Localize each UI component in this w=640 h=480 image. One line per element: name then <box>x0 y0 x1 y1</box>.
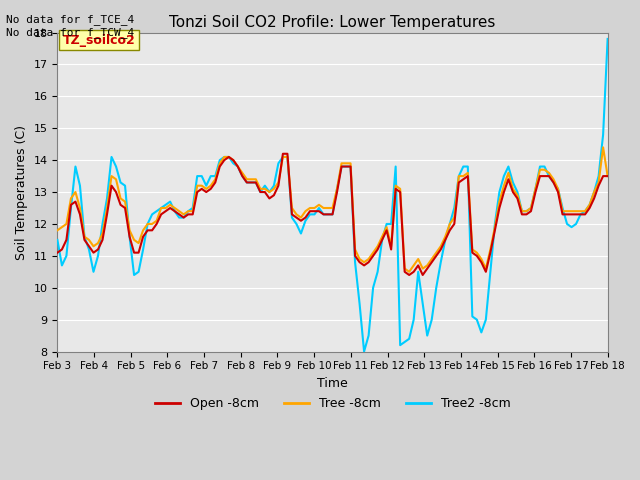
Text: No data for f_TCE_4
No data for f_TCW_4: No data for f_TCE_4 No data for f_TCW_4 <box>6 14 134 38</box>
X-axis label: Time: Time <box>317 377 348 390</box>
Y-axis label: Soil Temperatures (C): Soil Temperatures (C) <box>15 124 28 260</box>
Title: Tonzi Soil CO2 Profile: Lower Temperatures: Tonzi Soil CO2 Profile: Lower Temperatur… <box>170 15 496 30</box>
Text: TZ_soilco2: TZ_soilco2 <box>63 34 136 47</box>
Legend: Open -8cm, Tree -8cm, Tree2 -8cm: Open -8cm, Tree -8cm, Tree2 -8cm <box>150 393 515 416</box>
